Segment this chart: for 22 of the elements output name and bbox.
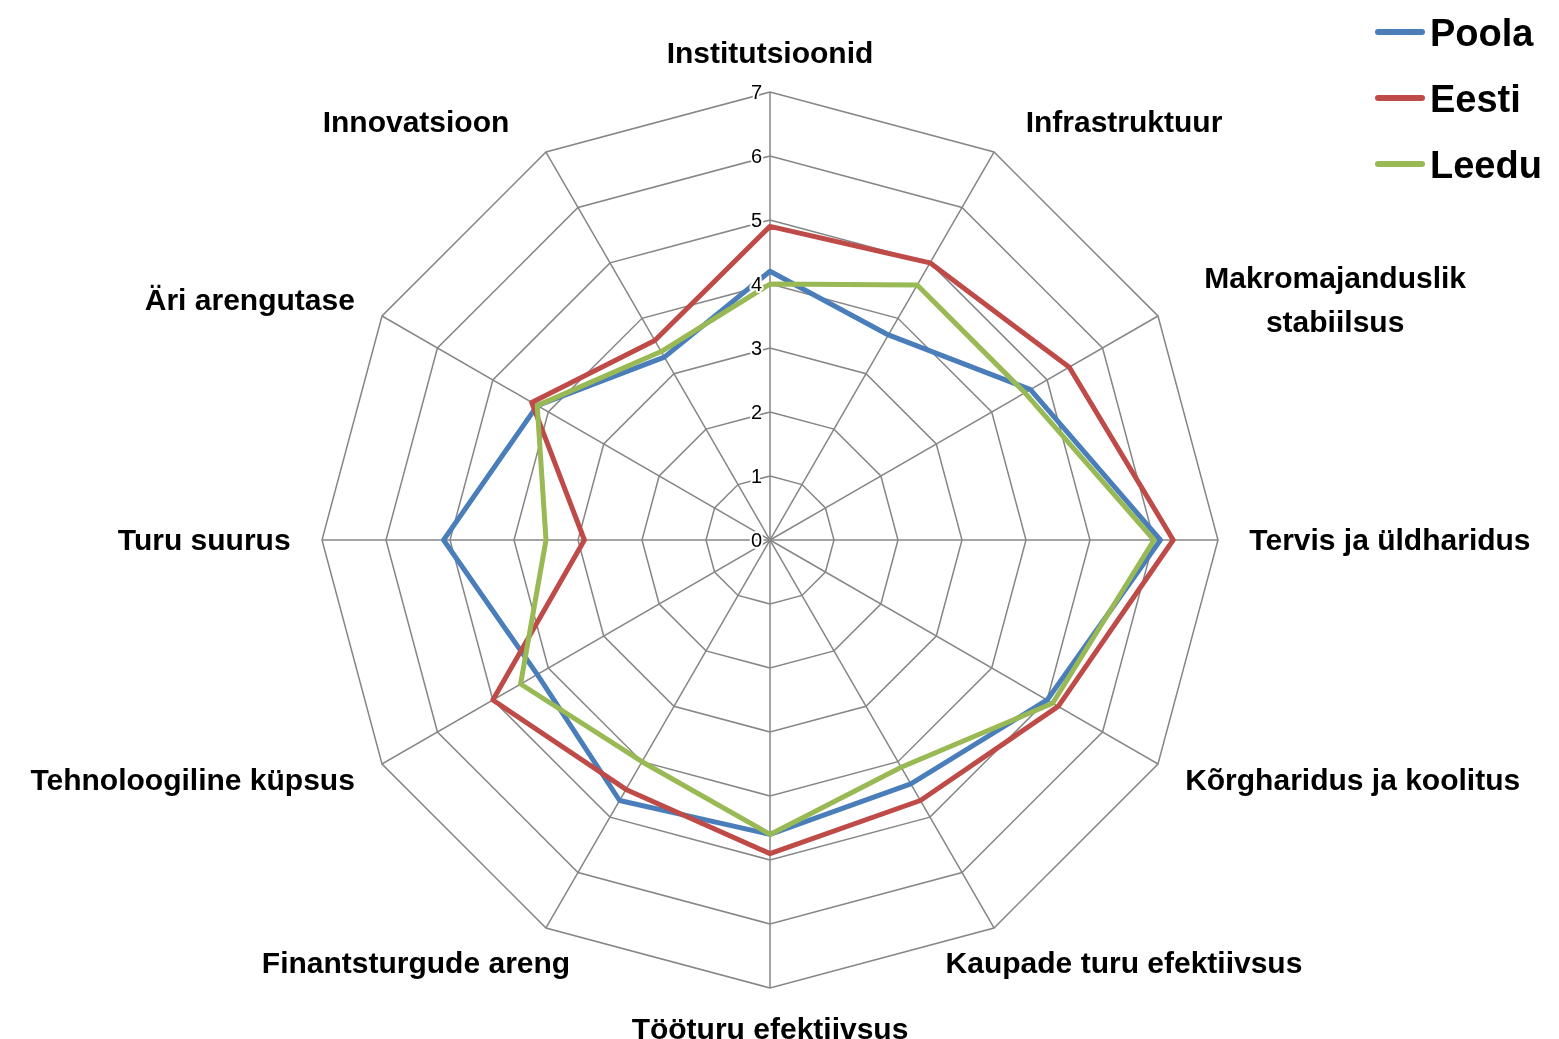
spoke-label: Äri arengutase xyxy=(144,283,355,317)
spoke-label: Kõrgharidus ja koolitus xyxy=(1185,762,1521,796)
y-tick-label: 6 xyxy=(750,145,762,167)
legend-label: Leedu xyxy=(1430,144,1542,186)
y-tick-label: 3 xyxy=(750,337,762,359)
spoke-label: Tervis ja üldharidus xyxy=(1249,523,1531,556)
spoke-label: Makromajanduslik stabiilsus xyxy=(1204,261,1467,339)
legend-label: Poola xyxy=(1430,12,1535,54)
spoke-label: Tehnoloogiline küpsus xyxy=(30,762,355,796)
legend-label: Eesti xyxy=(1430,78,1521,120)
y-tick-label: 7 xyxy=(750,81,762,103)
y-tick-label: 2 xyxy=(750,401,762,423)
spoke-label: Kaupade turu efektiivsus xyxy=(945,945,1303,979)
spoke-label: Infrastruktuur xyxy=(1025,105,1223,139)
spoke-label: Tööturu efektiivsus xyxy=(631,1012,909,1039)
spoke-label: Institutsioonid xyxy=(666,35,874,69)
spoke-label: Finantsturgude areng xyxy=(261,945,571,979)
y-tick-label: 0 xyxy=(750,529,762,551)
spoke-label: Turu suurus xyxy=(117,523,291,556)
y-tick-label: 5 xyxy=(750,209,762,231)
y-tick-label: 1 xyxy=(750,465,762,487)
spoke-label: Innovatsioon xyxy=(322,105,510,139)
